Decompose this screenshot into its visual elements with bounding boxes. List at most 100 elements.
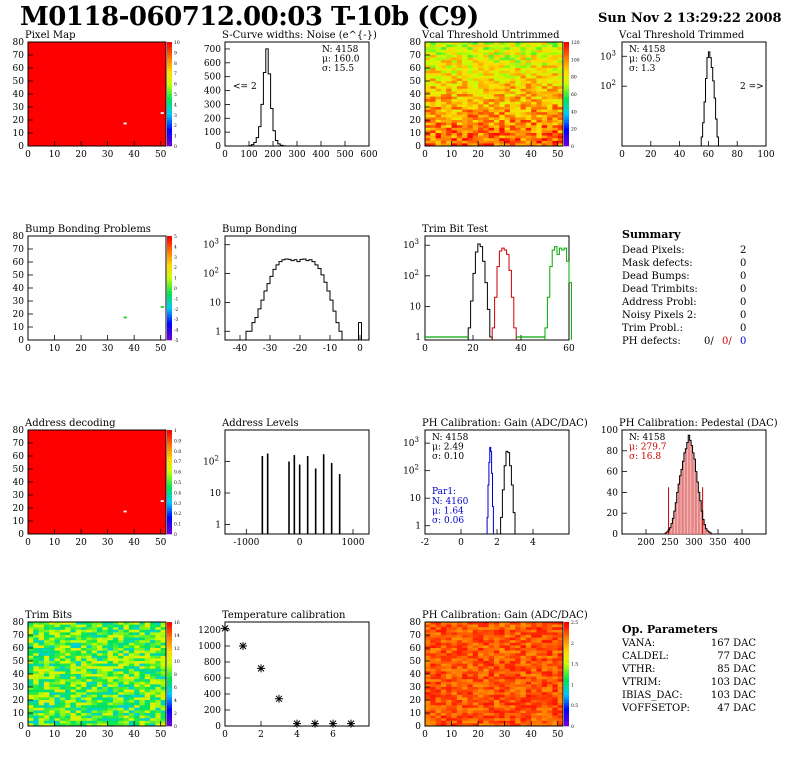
heatmap-cell — [81, 642, 87, 646]
heatmap-cell — [552, 663, 558, 667]
heatmap-cell — [49, 713, 55, 716]
heatmap-cell — [65, 692, 71, 696]
heatmap-cell — [515, 99, 521, 103]
heatmap-cell — [488, 140, 495, 144]
heatmap-cell — [520, 692, 527, 696]
heatmap-cell — [541, 674, 548, 677]
heatmap-cell — [467, 140, 474, 144]
heatmap-cell — [525, 94, 532, 97]
color-scale-cell — [564, 143, 569, 147]
heatmap-cell — [547, 42, 553, 45]
heatmap-cell — [552, 723, 558, 727]
heatmap-cell — [547, 125, 553, 129]
heatmap-cell — [446, 120, 452, 123]
heatmap-cell — [150, 661, 156, 664]
heatmap-cell — [478, 679, 484, 683]
heatmap-cell — [478, 720, 484, 724]
y-tick-label: 1 — [415, 333, 421, 343]
heatmap-cell — [155, 718, 161, 722]
heatmap-cell — [536, 65, 543, 69]
heatmap-cell — [536, 140, 543, 144]
heatmap-cell — [435, 681, 442, 685]
heatmap-cell — [531, 715, 537, 719]
heatmap-cell — [557, 44, 564, 48]
panel-address-decoding: Address decoding00.10.20.30.40.50.60.70.… — [13, 418, 182, 548]
heatmap-cell — [520, 57, 527, 61]
heatmap-cell — [107, 676, 114, 680]
heatmap-cell — [557, 135, 564, 139]
heatmap-cell — [494, 117, 500, 121]
heatmap-cell — [488, 720, 495, 724]
heatmap-cell — [435, 679, 442, 683]
heatmap-cell — [462, 86, 468, 90]
heatmap-cell — [515, 702, 521, 706]
heatmap-cell — [28, 715, 34, 719]
heatmap-cell — [525, 666, 532, 670]
heatmap-cell — [102, 715, 108, 719]
heatmap-cell — [483, 661, 489, 664]
heatmap-cell — [504, 130, 511, 134]
heatmap-cell — [488, 62, 495, 66]
heatmap-cell — [139, 681, 146, 685]
heatmap-cell — [541, 645, 548, 649]
heatmap-cell — [144, 666, 151, 670]
heatmap-cell — [97, 676, 103, 680]
heatmap-cell — [107, 624, 114, 628]
heatmap-cell — [430, 112, 436, 116]
heatmap-cell — [515, 658, 521, 662]
heatmap-cell — [155, 710, 161, 714]
heatmap-cell — [134, 648, 140, 651]
heatmap-cell — [488, 624, 495, 628]
heatmap-cell — [49, 666, 55, 670]
heatmap-cell — [494, 718, 500, 722]
heatmap-cell — [483, 627, 489, 631]
op-param-label: IBIAS_DAC: — [622, 690, 683, 701]
color-scale-cell — [564, 720, 569, 724]
heatmap-cell — [43, 715, 50, 719]
heatmap-cell — [435, 70, 442, 74]
heatmap-cell — [488, 94, 495, 97]
heatmap-cell — [451, 81, 458, 84]
heatmap-cell — [504, 112, 511, 116]
heatmap-cell — [446, 65, 452, 69]
heatmap-cell — [150, 629, 156, 633]
heatmap-cell — [541, 120, 548, 123]
heatmap-cell — [509, 627, 516, 631]
heatmap-cell — [531, 70, 537, 74]
heatmap-cell — [160, 648, 167, 651]
heatmap-cell — [28, 658, 34, 662]
heatmap-cell — [144, 707, 151, 711]
heatmap-cell — [160, 684, 167, 688]
heatmap-cell — [38, 674, 45, 677]
heatmap-cell — [478, 75, 484, 79]
heatmap-cell — [536, 70, 543, 74]
heatmap-cell — [425, 676, 431, 680]
heatmap-cell — [440, 629, 447, 633]
heatmap-cell — [456, 88, 463, 92]
color-scale-cell — [167, 109, 172, 113]
heatmap-cell — [467, 52, 474, 56]
heatmap-cell — [467, 637, 474, 641]
heatmap-cell — [160, 671, 167, 675]
heatmap-cell — [112, 658, 119, 662]
heatmap-cell — [123, 629, 130, 633]
heatmap-cell — [97, 671, 103, 675]
heatmap-cell — [494, 133, 500, 136]
heatmap-cell — [38, 692, 45, 696]
heatmap-cell — [494, 720, 500, 724]
heatmap-cell — [435, 718, 442, 722]
heatmap-cell — [112, 707, 119, 711]
heatmap-cell — [28, 622, 34, 625]
heatmap-cell — [160, 650, 167, 654]
heatmap-cell — [509, 684, 516, 688]
heatmap-cell — [425, 687, 431, 690]
heatmap-cell — [525, 684, 532, 688]
x-tick-label: 40 — [128, 150, 140, 160]
heatmap-cell — [483, 44, 489, 48]
y-tick-label: 102 — [203, 267, 219, 280]
heatmap-cell — [525, 65, 532, 69]
heatmap-cell — [488, 138, 495, 142]
heatmap-cell — [557, 78, 564, 82]
histogram-line — [700, 51, 719, 146]
